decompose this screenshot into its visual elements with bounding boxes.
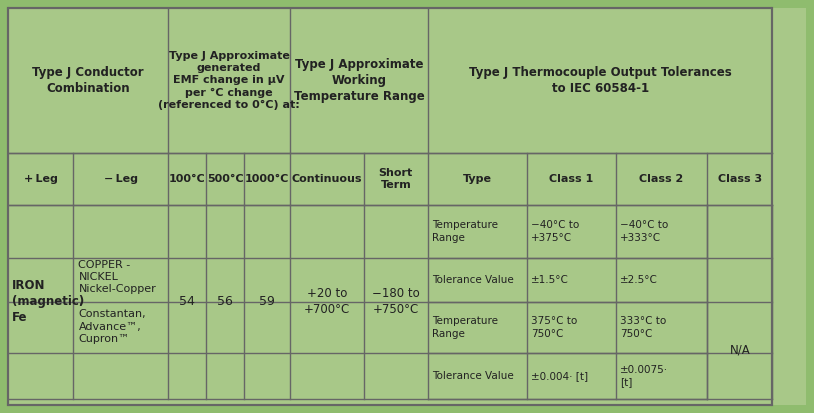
Bar	[616, 153, 707, 204]
Bar	[364, 153, 427, 204]
Text: Continuous: Continuous	[292, 174, 362, 184]
Text: −180 to
+750°C: −180 to +750°C	[372, 287, 420, 316]
Text: Class 1: Class 1	[549, 174, 593, 184]
Bar	[527, 153, 616, 204]
Bar	[244, 153, 291, 204]
Text: IRON
(magnetic)
Fe: IRON (magnetic) Fe	[12, 279, 85, 324]
Bar	[73, 153, 168, 204]
Bar	[527, 258, 616, 302]
Text: Type J Conductor
Combination: Type J Conductor Combination	[32, 66, 143, 95]
Text: COPPER -
NICKEL
Nickel-Copper
,
Constantan,
Advance™,
Cupron™: COPPER - NICKEL Nickel-Copper , Constant…	[78, 259, 156, 344]
Bar	[168, 153, 206, 204]
Bar	[73, 204, 168, 399]
Bar	[427, 258, 527, 302]
Text: 1000°C: 1000°C	[245, 174, 290, 184]
Text: Temperature
Range: Temperature Range	[431, 220, 497, 242]
Bar	[168, 8, 291, 153]
Text: 59: 59	[260, 295, 275, 308]
Text: 375°C to
750°C: 375°C to 750°C	[531, 316, 577, 339]
Text: Type J Approximate
generated
EMF change in μV
per °C change
(referenced to 0°C) : Type J Approximate generated EMF change …	[158, 50, 300, 110]
Text: Type: Type	[462, 174, 492, 184]
Text: Short
Term: Short Term	[379, 168, 413, 190]
Text: 56: 56	[217, 295, 233, 308]
Bar	[427, 153, 527, 204]
Bar	[616, 258, 707, 302]
Bar	[168, 204, 291, 399]
Bar	[291, 153, 364, 204]
Text: Class 3: Class 3	[718, 174, 762, 184]
Text: + Leg: + Leg	[24, 174, 58, 184]
Text: 54: 54	[179, 295, 195, 308]
Bar	[707, 302, 772, 399]
Bar	[616, 354, 707, 399]
Bar	[707, 153, 772, 204]
Text: N/A: N/A	[729, 344, 751, 357]
Text: ±0.0075·
[t]: ±0.0075· [t]	[620, 365, 668, 387]
Bar	[707, 204, 772, 302]
Bar	[364, 204, 427, 399]
Text: ±0.004· [t]: ±0.004· [t]	[531, 371, 588, 381]
Text: Tolerance Value: Tolerance Value	[431, 275, 514, 285]
Text: 500°C: 500°C	[207, 174, 243, 184]
Bar	[8, 8, 168, 153]
Text: ±2.5°C: ±2.5°C	[620, 275, 658, 285]
Text: 333°C to
750°C: 333°C to 750°C	[620, 316, 667, 339]
Bar	[206, 153, 244, 204]
Bar	[527, 302, 616, 354]
Bar	[291, 8, 427, 153]
Text: − Leg: − Leg	[103, 174, 138, 184]
Bar	[527, 204, 616, 258]
Text: Tolerance Value: Tolerance Value	[431, 371, 514, 381]
Text: Class 2: Class 2	[640, 174, 684, 184]
Text: Temperature
Range: Temperature Range	[431, 316, 497, 339]
Bar	[8, 153, 73, 204]
Bar	[8, 204, 73, 399]
Bar	[427, 354, 527, 399]
Text: +20 to
+700°C: +20 to +700°C	[304, 287, 350, 316]
Bar	[291, 204, 364, 399]
Bar	[427, 204, 527, 258]
Bar	[8, 399, 772, 405]
Text: ±1.5°C: ±1.5°C	[531, 275, 568, 285]
Bar	[527, 354, 616, 399]
Bar	[427, 302, 527, 354]
Text: 100°C: 100°C	[168, 174, 205, 184]
Text: −40°C to
+375°C: −40°C to +375°C	[531, 220, 579, 242]
Bar	[427, 8, 772, 153]
Bar	[616, 302, 707, 354]
Text: Type J Approximate
Working
Temperature Range: Type J Approximate Working Temperature R…	[294, 58, 424, 103]
Bar	[616, 204, 707, 258]
Text: −40°C to
+333°C: −40°C to +333°C	[620, 220, 668, 242]
Text: Type J Thermocouple Output Tolerances
to IEC 60584-1: Type J Thermocouple Output Tolerances to…	[469, 66, 732, 95]
